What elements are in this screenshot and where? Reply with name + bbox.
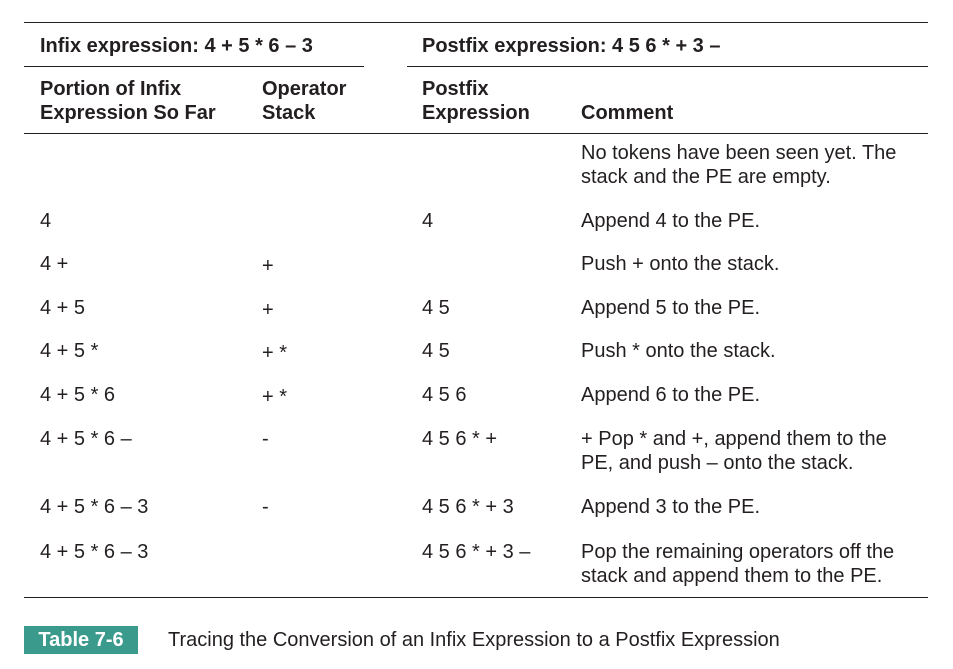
col-postfix-line1: Postfix [422, 78, 489, 100]
col-comment-header: Comment [581, 102, 674, 124]
row-8-postfix: 4 5 6 * + 3 – [422, 541, 531, 563]
row-5-postfix: 4 5 6 [422, 384, 467, 406]
row-6-postfix: 4 5 6 * + [422, 428, 498, 450]
row-7-postfix: 4 5 6 * + 3 [422, 496, 514, 518]
infix-title-rule [24, 66, 364, 67]
row-5-comment: Append 6 to the PE. [581, 384, 761, 406]
postfix-title: Postfix expression: 4 5 6 * + 3 – [422, 35, 721, 57]
row-3-stack: + [262, 299, 274, 321]
col-postfix-line2: Expression [422, 102, 530, 124]
row-7-comment: Append 3 to the PE. [581, 496, 761, 518]
row-0-comment: No tokens have been seen yet. The stack … [581, 142, 897, 188]
row-2-portion: 4 + [40, 253, 69, 275]
row-1-postfix: 4 [422, 210, 434, 232]
row-5-stack: + * [262, 386, 288, 408]
row-2-comment: Push + onto the stack. [581, 253, 780, 275]
row-4-comment: Push * onto the stack. [581, 340, 776, 362]
row-1-comment: Append 4 to the PE. [581, 210, 761, 232]
row-7-portion: 4 + 5 * 6 – 3 [40, 496, 149, 518]
row-7-stack: - [262, 496, 269, 518]
col-portion-line1: Portion of Infix [40, 78, 182, 100]
row-4-postfix: 4 5 [422, 340, 450, 362]
row-8-comment: Pop the remaining operators off the stac… [581, 541, 895, 587]
row-3-postfix: 4 5 [422, 297, 450, 319]
row-8-portion: 4 + 5 * 6 – 3 [40, 541, 149, 563]
top-rule [24, 22, 928, 23]
row-3-comment: Append 5 to the PE. [581, 297, 761, 319]
col-stack-header: Operator Stack [262, 77, 346, 125]
row-6-stack: - [262, 428, 269, 450]
row-5-portion: 4 + 5 * 6 [40, 384, 116, 406]
col-stack-line1: Operator [262, 78, 347, 100]
row-1-portion: 4 [40, 210, 52, 232]
row-2-stack: + [262, 255, 274, 277]
infix-title: Infix expression: 4 + 5 * 6 – 3 [40, 35, 313, 57]
table-label-badge: Table 7-6 [24, 626, 138, 654]
header-rule [24, 133, 928, 134]
row-6-portion: 4 + 5 * 6 – [40, 428, 132, 450]
table-caption: Tracing the Conversion of an Infix Expre… [168, 629, 780, 651]
col-postfix-header: Postfix Expression [422, 77, 530, 125]
col-stack-line2: Stack [262, 102, 316, 124]
row-3-portion: 4 + 5 [40, 297, 86, 319]
col-portion-line2: Expression So Far [40, 102, 216, 124]
col-portion-header: Portion of Infix Expression So Far [40, 77, 216, 125]
row-4-stack: + * [262, 342, 288, 364]
postfix-title-rule [407, 66, 928, 67]
row-4-portion: 4 + 5 * [40, 340, 99, 362]
row-6-comment: + Pop * and +, append them to the PE, an… [581, 428, 887, 474]
bottom-rule [24, 597, 928, 598]
